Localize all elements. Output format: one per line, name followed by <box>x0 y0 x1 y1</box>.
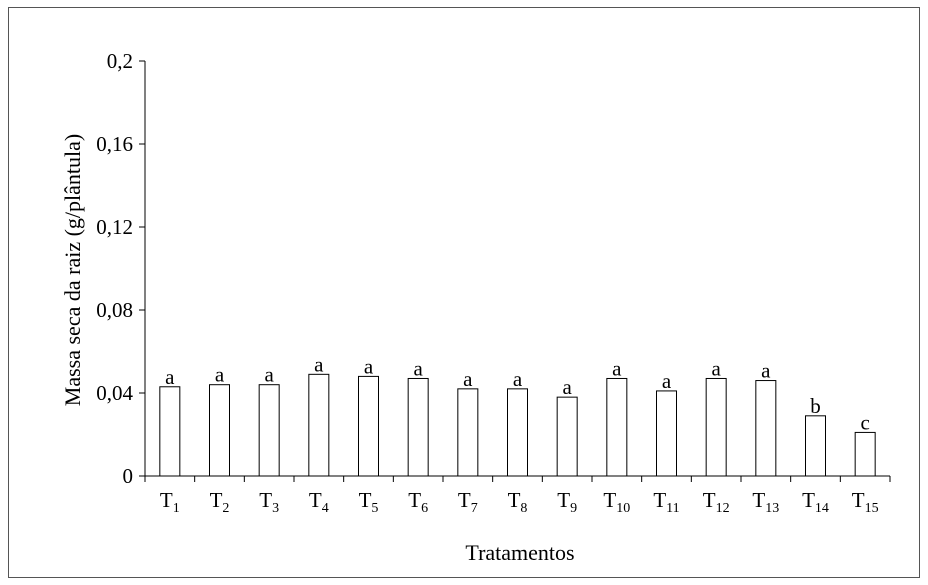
x-tick-label: T15 <box>852 488 879 516</box>
x-tick-label: T7 <box>458 488 478 516</box>
bar <box>854 431 876 477</box>
bar-annotation: c <box>861 410 870 434</box>
bar <box>159 386 181 477</box>
y-tick-label: 0,2 <box>107 49 133 73</box>
bar-annotation: b <box>810 394 821 418</box>
bar-annotation: a <box>165 365 175 389</box>
bar <box>209 384 230 477</box>
bars <box>159 373 876 477</box>
bar-annotation: a <box>463 367 473 391</box>
x-tick-label: T8 <box>508 488 528 516</box>
y-axis-label: Massa seca da raiz (g/plântula) <box>60 134 85 406</box>
bar-annotation: a <box>563 375 573 399</box>
bar <box>358 375 379 477</box>
bar <box>805 415 826 477</box>
chart-frame <box>8 7 920 578</box>
x-tick-label: T12 <box>703 488 730 516</box>
bar-annotation: a <box>215 363 225 387</box>
bar <box>507 388 528 477</box>
x-tick-label: T9 <box>557 488 577 516</box>
x-tick-label: T11 <box>653 488 679 516</box>
bar <box>606 377 628 477</box>
bar <box>656 390 677 477</box>
bar <box>556 396 578 477</box>
y-tick-label: 0,08 <box>96 298 133 322</box>
bar <box>258 384 280 477</box>
bar-annotation: a <box>364 354 374 378</box>
x-tick-label: T2 <box>210 488 230 516</box>
bar-annotation: a <box>662 369 672 393</box>
x-tick-label: T14 <box>802 488 829 516</box>
labels: 0 0,04 0,08 0,12 0,16 0,2 a T1 a T2 a T3 a T4 a T5 a T6 a T… <box>96 49 878 516</box>
bar <box>755 380 777 477</box>
bar-annotation: a <box>414 356 424 380</box>
x-tick-label: T4 <box>309 488 329 516</box>
y-tick-label: 0,16 <box>96 132 133 156</box>
y-tick-label: 0 <box>123 464 134 488</box>
bar-annotation: a <box>314 352 324 376</box>
x-tick-label: T3 <box>259 488 279 516</box>
bar-annotation: a <box>761 359 771 383</box>
x-tick-label: T6 <box>408 488 428 516</box>
y-tick-label: 0,04 <box>96 381 133 405</box>
bar <box>308 373 330 477</box>
y-tick-label: 0,12 <box>96 215 133 239</box>
x-axis-label: Tratamentos <box>465 540 574 565</box>
bar <box>705 377 727 477</box>
x-tick-label: T13 <box>752 488 779 516</box>
x-tick-label: T5 <box>359 488 379 516</box>
bar <box>457 388 479 477</box>
x-tick-label: T10 <box>603 488 630 516</box>
bar <box>407 377 429 477</box>
x-tick-label: T1 <box>160 488 180 516</box>
bar-annotation: a <box>612 356 622 380</box>
bar-annotation: a <box>265 363 275 387</box>
bar-annotation: a <box>712 356 722 380</box>
bar-annotation: a <box>513 367 523 391</box>
